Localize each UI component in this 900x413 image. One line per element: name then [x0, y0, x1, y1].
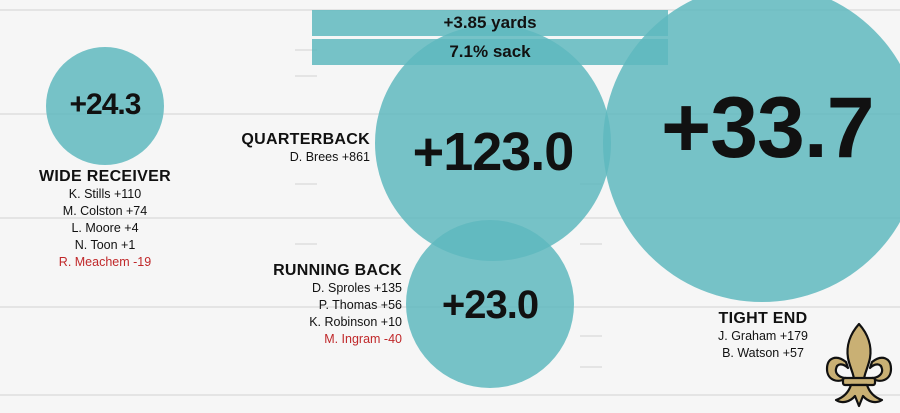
player-line: P. Thomas +56 [318, 298, 402, 312]
hash-mark [580, 243, 602, 245]
hash-mark [295, 183, 317, 185]
running-back-value: +23.0 [441, 283, 539, 327]
player-line-negative: M. Ingram -40 [324, 332, 402, 346]
wide-receiver-title: WIDE RECEIVER [39, 168, 171, 185]
yardline [0, 394, 900, 396]
sack-banner: 7.1% sack [312, 39, 668, 65]
player-line: D. Brees +861 [289, 150, 370, 164]
quarterback-value: +123.0 [412, 122, 575, 182]
player-line: K. Stills +110 [68, 187, 142, 201]
tight-end-block: TIGHT END J. Graham +179 B. Watson +57 [708, 310, 818, 362]
player-line-negative: R. Meachem -19 [58, 255, 152, 269]
player-line: M. Colston +74 [62, 204, 148, 218]
hash-mark [295, 75, 317, 77]
player-line: B. Watson +57 [722, 346, 804, 360]
hash-mark [295, 49, 317, 51]
fleur-de-lis-logo [824, 322, 894, 408]
quarterback-title: QUARTERBACK [241, 131, 370, 148]
running-back-circle: +23.0 [406, 220, 574, 388]
player-line: D. Sproles +135 [312, 281, 402, 295]
wide-receiver-value: +24.3 [69, 88, 142, 121]
hash-mark [295, 243, 317, 245]
running-back-block: RUNNING BACK D. Sproles +135 P. Thomas +… [260, 262, 402, 348]
wide-receiver-block: WIDE RECEIVER K. Stills +110 M. Colston … [30, 168, 180, 271]
hash-mark [580, 366, 602, 368]
quarterback-block: QUARTERBACK D. Brees +861 [228, 131, 370, 166]
player-line: J. Graham +179 [718, 329, 808, 343]
wide-receiver-circle: +24.3 [46, 47, 164, 165]
yards-banner: +3.85 yards [312, 10, 668, 36]
fleur-de-lis-icon [825, 322, 893, 408]
hash-mark [580, 335, 602, 337]
player-line: N. Toon +1 [74, 238, 136, 252]
tight-end-title: TIGHT END [718, 310, 808, 327]
running-back-title: RUNNING BACK [273, 262, 402, 279]
player-line: K. Robinson +10 [309, 315, 402, 329]
tight-end-value: +33.7 [661, 80, 875, 176]
player-line: L. Moore +4 [71, 221, 139, 235]
